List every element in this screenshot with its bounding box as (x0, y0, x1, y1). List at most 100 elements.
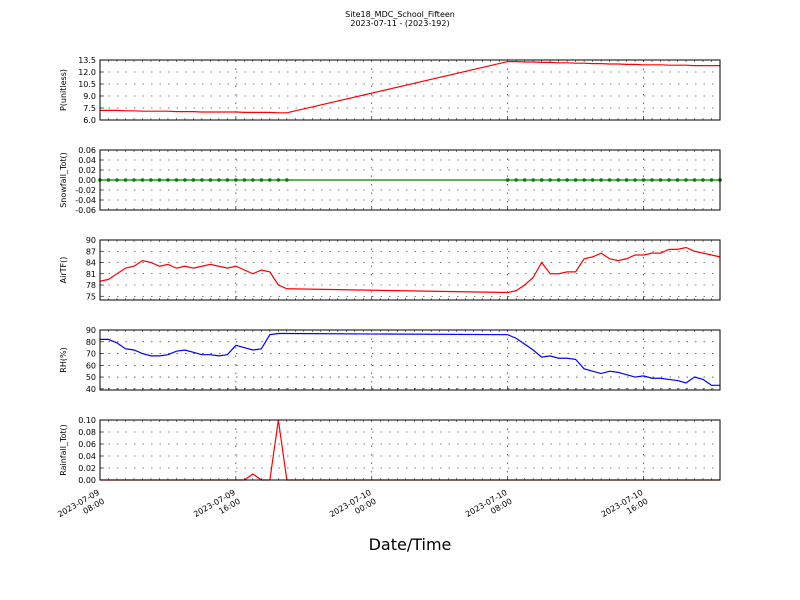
data-point (106, 178, 111, 182)
y-tick-label: 10.5 (78, 80, 96, 89)
x-axis-label: Date/Time (369, 535, 452, 554)
data-line (100, 419, 720, 481)
data-point (684, 178, 688, 182)
axes-frame (99, 149, 721, 211)
y-tick-label: 70 (86, 350, 96, 359)
x-tick-label: 2023-07-1016:00 (600, 488, 650, 528)
y-tick-label: 40 (86, 385, 96, 394)
data-point (242, 178, 247, 182)
y-tick-label: 80 (86, 338, 96, 347)
data-point (276, 178, 281, 182)
y-tick-label: 0.00 (78, 176, 96, 185)
data-point (157, 178, 162, 182)
x-tick-label: 2023-07-0916:00 (192, 488, 242, 528)
data-point (251, 178, 255, 182)
y-tick-label: 12.0 (78, 68, 96, 77)
data-line (99, 246, 721, 294)
data-point (531, 178, 535, 182)
data-point (556, 178, 561, 182)
y-tick-label: -0.02 (75, 186, 96, 195)
y-tick-label: 78 (86, 281, 96, 290)
y-tick-label: 50 (86, 373, 96, 382)
y-axis-label: Rainfall_Tot() (59, 424, 68, 476)
y-tick-label: 87 (86, 247, 96, 256)
data-point (548, 178, 552, 182)
data-point (709, 178, 714, 182)
y-axis-label: RH(%) (59, 347, 68, 372)
y-tick-label: 0.02 (78, 464, 96, 473)
data-point (132, 178, 136, 182)
y-tick-label: 0.04 (78, 156, 96, 165)
y-tick-label: 81 (86, 270, 96, 279)
data-point (539, 178, 544, 182)
y-tick-label: 0.10 (78, 416, 96, 425)
y-tick-label: 75 (86, 292, 96, 301)
data-point (225, 178, 230, 182)
data-point (701, 178, 705, 182)
x-tick-label: 2023-07-1000:00 (328, 488, 378, 528)
y-tick-label: 0.00 (78, 476, 96, 485)
y-tick-label: 60 (86, 361, 96, 370)
data-point (259, 178, 264, 182)
chart-title: Site18_MDC_School_Fifteen (345, 10, 455, 19)
data-point (633, 178, 637, 182)
data-line (100, 61, 720, 114)
data-point (667, 178, 671, 182)
x-tick-label: 2023-07-0908:00 (56, 488, 106, 528)
data-point (692, 178, 697, 182)
axes-frame (99, 59, 721, 121)
data-point (191, 178, 196, 182)
data-point (234, 178, 238, 182)
data-point (675, 178, 680, 182)
data-point (115, 178, 119, 182)
data-point (149, 178, 153, 182)
data-point (217, 178, 221, 182)
data-point (123, 178, 128, 182)
y-tick-label: 13.5 (78, 56, 96, 65)
data-point (616, 178, 620, 182)
data-point (641, 178, 646, 182)
axes-frame (99, 329, 721, 391)
y-tick-label: 9.0 (83, 92, 96, 101)
y-tick-label: 0.08 (78, 428, 96, 437)
y-tick-label: 0.02 (78, 166, 96, 175)
x-tick-label: 2023-07-1008:00 (464, 488, 514, 528)
data-point (658, 178, 663, 182)
y-tick-label: 90 (86, 236, 96, 245)
y-tick-label: -0.06 (75, 206, 96, 215)
data-point (624, 178, 629, 182)
data-point (599, 178, 603, 182)
chart-subtitle: 2023-07-11 - (2023-192) (350, 19, 449, 28)
y-tick-label: 90 (86, 326, 96, 335)
y-tick-label: 7.5 (83, 104, 96, 113)
y-tick-label: 0.06 (78, 440, 96, 449)
data-point (200, 178, 204, 182)
y-axis-label: AirTF() (59, 257, 68, 284)
y-tick-label: 0.06 (78, 146, 96, 155)
data-point (522, 178, 527, 182)
data-point (505, 178, 510, 182)
data-point (174, 178, 179, 182)
data-point (166, 178, 170, 182)
axes-frame (99, 419, 721, 481)
data-point (582, 178, 586, 182)
y-tick-label: 84 (86, 259, 96, 268)
data-point (285, 178, 289, 182)
data-point (140, 178, 145, 182)
y-axis-label: P(unitless) (59, 69, 68, 111)
data-point (565, 178, 569, 182)
data-point (590, 178, 595, 182)
y-tick-label: 6.0 (83, 116, 96, 125)
y-axis-label: Snowfall_Tot() (59, 152, 68, 208)
data-point (183, 178, 187, 182)
data-point (607, 178, 612, 182)
axes-frame (99, 239, 721, 301)
y-tick-label: -0.04 (75, 196, 96, 205)
data-point (268, 178, 272, 182)
y-tick-label: 0.04 (78, 452, 96, 461)
data-point (650, 178, 654, 182)
data-point (573, 178, 578, 182)
data-point (514, 178, 518, 182)
data-point (208, 178, 213, 182)
